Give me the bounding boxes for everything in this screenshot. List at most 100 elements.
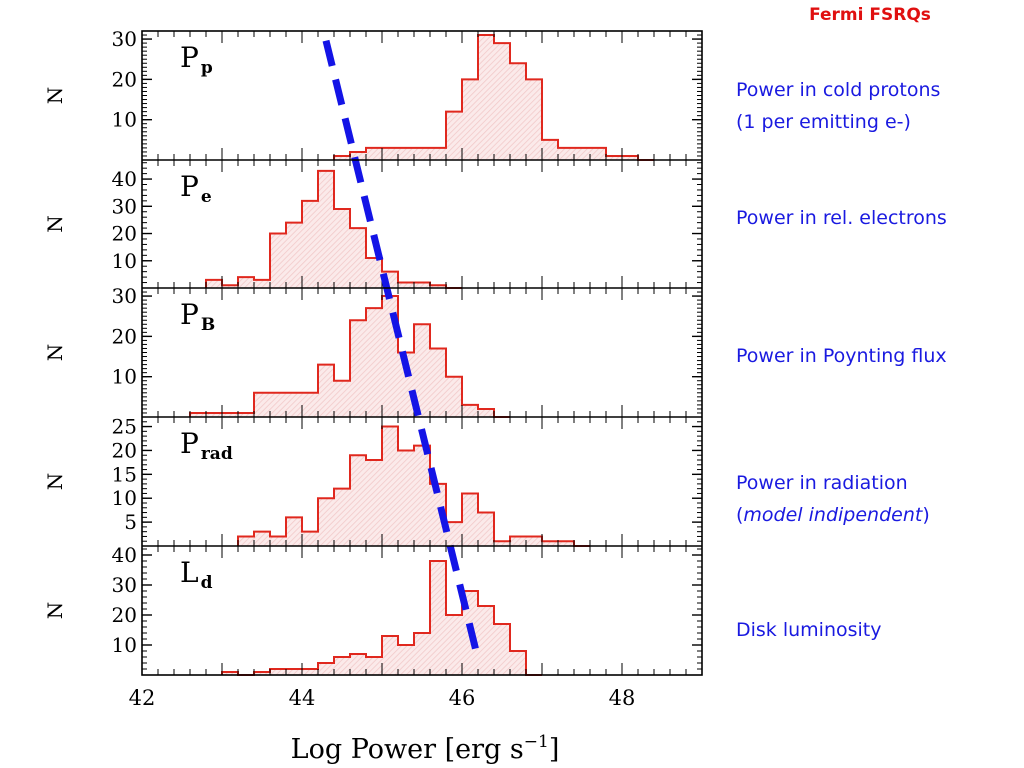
bar-panel2-bin2 bbox=[222, 285, 238, 288]
y-tick-label: 40 bbox=[112, 543, 137, 567]
y-tick-label: 5 bbox=[124, 510, 137, 534]
bar-panel1-bin9 bbox=[462, 79, 478, 161]
bar-panel2-bin8 bbox=[318, 170, 334, 288]
bar-panel1-bin2 bbox=[350, 151, 366, 160]
panel-description-line: Power in rel. electrons bbox=[736, 207, 947, 229]
bar-panel5-bin18 bbox=[494, 624, 510, 675]
bar-panel1-bin12 bbox=[510, 63, 526, 160]
x-axis-label-text: Log Power [erg s bbox=[291, 734, 524, 765]
plot-frame bbox=[141, 30, 703, 676]
histogram-outline-panel2 bbox=[205, 169, 462, 289]
bar-panel5-bin13 bbox=[414, 633, 430, 675]
y-tick-label: 15 bbox=[112, 462, 137, 486]
y-tick-label: 20 bbox=[112, 603, 137, 627]
paren-close: ) bbox=[922, 504, 929, 526]
bar-panel4-bin15 bbox=[462, 493, 478, 546]
bar-panel4-bin19 bbox=[526, 536, 542, 546]
panel-3: 10 20 30 N P B bbox=[43, 284, 703, 418]
x-axis-label-close: ] bbox=[549, 734, 560, 765]
y-axis-label: N bbox=[43, 215, 67, 233]
bar-panel1-bin6 bbox=[414, 147, 430, 160]
bar-panel5-bin6 bbox=[302, 669, 318, 675]
bar-panel2-bin15 bbox=[430, 285, 446, 288]
bar-panel2-bin14 bbox=[414, 282, 430, 288]
panel-description-line: Disk luminosity bbox=[736, 619, 882, 641]
bar-panel3-bin1 bbox=[190, 412, 206, 417]
panel-2: 10 20 30 40 N P e bbox=[43, 160, 703, 289]
y-axis-label: N bbox=[43, 602, 67, 620]
bar-panel5-bin15 bbox=[446, 615, 462, 675]
bar-panel4-bin16 bbox=[478, 512, 494, 546]
histogram-outline-panel3 bbox=[189, 295, 510, 418]
bar-panel1-bin1 bbox=[334, 155, 350, 160]
x-tick-label: 42 bbox=[129, 686, 156, 710]
bar-panel4-bin2 bbox=[254, 531, 270, 546]
bar-panel4-bin13 bbox=[430, 483, 446, 546]
bar-panel5-bin12 bbox=[398, 645, 414, 675]
y-axis-label: N bbox=[43, 473, 67, 491]
y-tick-label: 40 bbox=[112, 167, 137, 191]
panel-label-subscript: d bbox=[201, 573, 213, 593]
bar-panel5-bin19 bbox=[510, 651, 526, 675]
bar-panel4-bin11 bbox=[398, 450, 414, 546]
bar-panel3-bin3 bbox=[222, 412, 238, 417]
bar-panel3-bin6 bbox=[270, 392, 286, 417]
bar-panel4-bin10 bbox=[382, 426, 398, 546]
panel-description-line: Power in radiation bbox=[736, 472, 908, 494]
panel-label-main: L bbox=[180, 556, 199, 589]
bar-panel4-bin3 bbox=[270, 536, 286, 546]
bar-panel5-bin5 bbox=[286, 669, 302, 675]
panel-label-main: P bbox=[180, 298, 199, 331]
bar-panel1-bin5 bbox=[398, 147, 414, 160]
bar-panel5-bin14 bbox=[430, 561, 446, 675]
bar-panel5-bin8 bbox=[334, 657, 350, 675]
bar-panel1-bin7 bbox=[430, 147, 446, 160]
y-tick-label: 10 bbox=[112, 249, 137, 273]
y-tick-label: 30 bbox=[112, 284, 137, 308]
bar-panel1-bin3 bbox=[366, 147, 382, 160]
axes-frame-layer: 42 44 46 48 bbox=[129, 30, 703, 710]
bar-panel3-bin7 bbox=[286, 392, 302, 417]
bar-panel4-bin6 bbox=[318, 498, 334, 546]
y-tick-label: 10 bbox=[112, 108, 137, 132]
bar-panel5-bin11 bbox=[382, 636, 398, 675]
panel-label-subscript: e bbox=[201, 187, 212, 207]
y-tick-label: 10 bbox=[112, 633, 137, 657]
bar-panel3-bin12 bbox=[366, 308, 382, 417]
bar-panel3-bin18 bbox=[462, 404, 478, 417]
bar-panel4-bin20 bbox=[542, 541, 558, 546]
bar-panel3-bin10 bbox=[334, 380, 350, 417]
bar-panel3-bin19 bbox=[478, 408, 494, 417]
bar-panel3-bin2 bbox=[206, 412, 222, 417]
bar-panel1-bin18 bbox=[606, 155, 622, 160]
y-tick-label: 10 bbox=[112, 365, 137, 389]
x-tick-label: 46 bbox=[449, 686, 476, 710]
bar-panel4-bin18 bbox=[510, 536, 526, 546]
y-tick-label: 25 bbox=[112, 415, 137, 439]
bar-panel1-bin4 bbox=[382, 147, 398, 160]
bar-panel2-bin7 bbox=[302, 200, 318, 288]
bar-panel3-bin9 bbox=[318, 364, 334, 417]
bar-panel4-bin8 bbox=[350, 455, 366, 546]
y-tick-label: 10 bbox=[112, 486, 137, 510]
histogram-outline-panel1 bbox=[333, 34, 654, 161]
bar-panel2-bin4 bbox=[254, 279, 270, 288]
bar-panel2-bin13 bbox=[398, 282, 414, 288]
bar-panel1-bin10 bbox=[478, 35, 494, 160]
y-tick-label: 20 bbox=[112, 438, 137, 462]
trend-line-layer bbox=[322, 39, 482, 660]
panel-label-main: P bbox=[180, 41, 199, 74]
panel-label-subscript: rad bbox=[201, 444, 233, 464]
y-axis-label: N bbox=[43, 344, 67, 362]
bar-panel2-bin6 bbox=[286, 222, 302, 288]
panel-label-main: P bbox=[180, 170, 199, 203]
bar-panel3-bin4 bbox=[238, 412, 254, 417]
bar-panel1-bin11 bbox=[494, 43, 510, 161]
panel-label-main: P bbox=[180, 427, 199, 460]
panel-description-line: (model indipendent) bbox=[736, 504, 930, 526]
